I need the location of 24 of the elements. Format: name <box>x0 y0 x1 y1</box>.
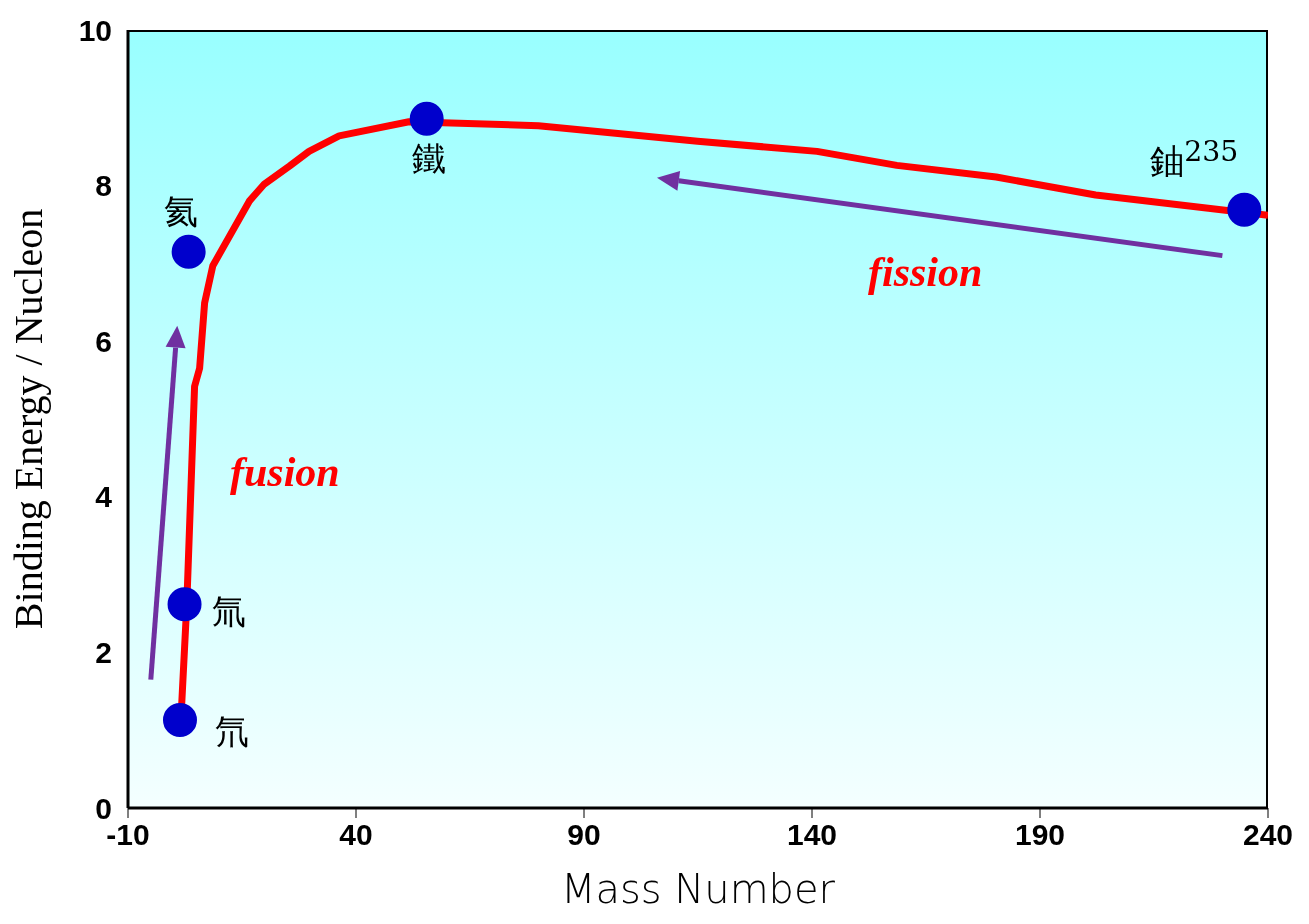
point <box>1227 192 1262 227</box>
y-tick-label: 8 <box>95 169 112 203</box>
y-tick-label: 4 <box>95 480 113 514</box>
y-tick-label: 10 <box>78 13 112 47</box>
x-tick-label: 240 <box>1242 818 1294 852</box>
x-tick-label: 90 <box>567 818 601 852</box>
annotation: 氦 <box>163 189 198 233</box>
point <box>167 587 202 622</box>
y-axis-title: Binding Energy / Nucleon <box>6 208 52 630</box>
point <box>162 703 197 738</box>
point <box>171 234 206 269</box>
x-tick-label: 140 <box>786 818 838 852</box>
annotation: 氚 <box>211 590 246 634</box>
point <box>409 101 444 136</box>
x-tick-label: 190 <box>1014 818 1066 852</box>
annotation: 鐵 <box>411 136 446 180</box>
annotation: fusion <box>230 448 340 496</box>
y-tick-label: 2 <box>95 636 112 670</box>
annotation: fission <box>868 248 983 296</box>
y-tick-label: 6 <box>95 324 112 358</box>
x-tick-label: 40 <box>339 818 373 852</box>
annotation: 氘 <box>214 710 249 754</box>
annotation: 鈾$^{235}$ <box>1150 134 1239 183</box>
x-axis-title: Mass Number <box>560 866 836 912</box>
